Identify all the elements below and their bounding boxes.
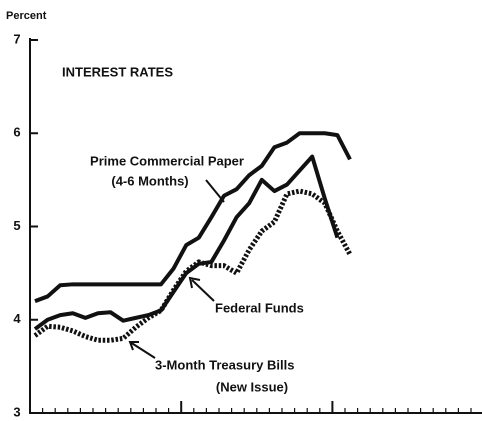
- y-tick-label: 6: [13, 125, 20, 140]
- y-axis-label: Percent: [6, 10, 47, 22]
- arrow: [191, 279, 215, 302]
- arrow-head: [188, 276, 201, 289]
- annotation: (New Issue): [216, 379, 288, 394]
- series-label: Federal Funds: [215, 300, 304, 315]
- series-line: [34, 131, 352, 303]
- series-line: [33, 188, 353, 343]
- arrow-head: [128, 341, 139, 351]
- arrow: [129, 341, 156, 359]
- y-tick-label: 3: [13, 404, 20, 419]
- chart-title: INTEREST RATES: [62, 64, 173, 79]
- y-tick-label: 4: [13, 311, 21, 326]
- series-label: 3-Month Treasury Bills: [155, 357, 294, 372]
- series-label: Prime Commercial Paper: [90, 153, 244, 168]
- y-tick-label: 7: [13, 31, 20, 46]
- annotation: (4-6 Months): [111, 173, 188, 188]
- y-tick-label: 5: [13, 218, 20, 233]
